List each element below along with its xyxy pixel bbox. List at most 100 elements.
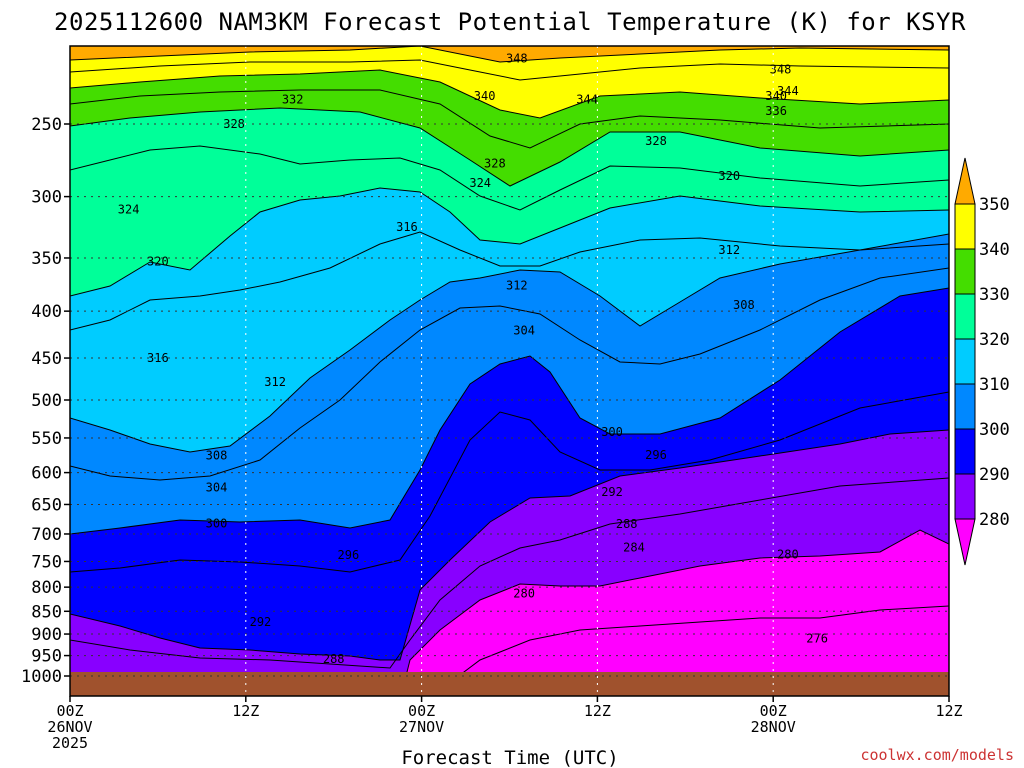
contour-line bbox=[70, 391, 949, 573]
contour-label: 340 bbox=[474, 89, 496, 103]
surface-fill-top bbox=[70, 672, 949, 696]
y-tick-label: 400 bbox=[31, 302, 62, 322]
y-tick-label: 550 bbox=[31, 429, 62, 449]
contour-label: 312 bbox=[506, 278, 528, 292]
contour-label: 288 bbox=[616, 517, 638, 531]
contour-label: 300 bbox=[206, 517, 228, 531]
contour-line bbox=[70, 69, 949, 119]
contour-line bbox=[400, 529, 949, 696]
contour-label: 344 bbox=[777, 84, 799, 98]
contour-line bbox=[70, 89, 949, 149]
y-tick-label: 750 bbox=[31, 552, 62, 572]
plot-border bbox=[69, 45, 950, 697]
contour-label: 328 bbox=[645, 134, 667, 148]
contour-line bbox=[70, 187, 949, 297]
contour-line bbox=[70, 145, 949, 211]
contour-label: 348 bbox=[770, 62, 792, 76]
contour-label: 316 bbox=[147, 351, 169, 365]
contour-label: 296 bbox=[645, 448, 667, 462]
y-tick-label: 250 bbox=[31, 115, 62, 135]
y-tick-label: 700 bbox=[31, 525, 62, 545]
colorbar-band bbox=[954, 473, 976, 520]
contour-label: 276 bbox=[806, 631, 828, 645]
colorbar-top-arrow bbox=[954, 157, 976, 205]
colorbar-band bbox=[954, 428, 976, 475]
contour-label: 292 bbox=[601, 485, 623, 499]
x-tick-label: 00Z bbox=[56, 702, 83, 720]
x-tick-label: 00Z bbox=[408, 702, 435, 720]
x-tick-label: 12Z bbox=[232, 702, 259, 720]
x-tick-label: 28NOV bbox=[751, 718, 796, 736]
contour-label: 348 bbox=[506, 51, 528, 65]
colorbar-band bbox=[954, 383, 976, 430]
contour-label: 296 bbox=[338, 548, 360, 562]
colorbar-band bbox=[954, 248, 976, 295]
contour-label: 320 bbox=[718, 169, 740, 183]
contour-label: 280 bbox=[777, 547, 799, 561]
contour-label: 344 bbox=[576, 92, 598, 106]
colorbar-tick-label: 300 bbox=[979, 420, 1010, 440]
y-tick-label: 500 bbox=[31, 391, 62, 411]
colorbar-tick-label: 350 bbox=[979, 195, 1010, 215]
x-tick-label: 2025 bbox=[52, 734, 88, 752]
y-tick-label: 450 bbox=[31, 349, 62, 369]
contour-line bbox=[70, 107, 949, 187]
contour-label: 320 bbox=[147, 254, 169, 268]
contour-fills bbox=[70, 46, 949, 696]
y-tick-label: 300 bbox=[31, 188, 62, 208]
contour-label: 324 bbox=[469, 176, 491, 190]
y-tick-label: 900 bbox=[31, 625, 62, 645]
contour-line bbox=[70, 429, 949, 661]
colorbar-tick-label: 310 bbox=[979, 375, 1010, 395]
contour-line bbox=[70, 233, 949, 453]
y-tick-label: 850 bbox=[31, 602, 62, 622]
colorbar-tick-label: 290 bbox=[979, 465, 1010, 485]
contour-line bbox=[70, 231, 949, 331]
contour-line bbox=[70, 267, 949, 481]
contour-label: 332 bbox=[282, 92, 304, 106]
contour-label: 308 bbox=[733, 298, 755, 312]
colorbar-band bbox=[954, 203, 976, 250]
colorbar-tick-label: 340 bbox=[979, 240, 1010, 260]
colorbar-band bbox=[954, 293, 976, 340]
fill-band-270 bbox=[401, 530, 949, 696]
y-tick-label: 350 bbox=[31, 249, 62, 269]
contour-label: 336 bbox=[765, 104, 787, 118]
contour-label: 288 bbox=[323, 652, 345, 666]
contour-label: 292 bbox=[250, 615, 272, 629]
x-tick-label: 27NOV bbox=[399, 718, 444, 736]
x-tick-label: 12Z bbox=[584, 702, 611, 720]
colorbar-bottom-arrow bbox=[954, 518, 976, 566]
contour-label: 312 bbox=[718, 243, 740, 257]
contour-label: 328 bbox=[484, 156, 506, 170]
contour-line bbox=[439, 605, 949, 691]
colorbar-tick-label: 320 bbox=[979, 330, 1010, 350]
chart-title: 2025112600 NAM3KM Forecast Potential Tem… bbox=[54, 8, 966, 36]
credit-text: coolwx.com/models bbox=[860, 746, 1014, 764]
contour-lines bbox=[70, 46, 949, 696]
y-tick-label: 1000 bbox=[21, 667, 62, 687]
contour-label: 304 bbox=[513, 324, 535, 338]
x-tick-label: 26NOV bbox=[47, 718, 92, 736]
contour-label: 300 bbox=[601, 425, 623, 439]
contour-label: 316 bbox=[396, 220, 418, 234]
contour-label: 328 bbox=[223, 117, 245, 131]
y-tick-label: 800 bbox=[31, 578, 62, 598]
contour-label: 324 bbox=[118, 203, 140, 217]
x-axis-label: Forecast Time (UTC) bbox=[401, 747, 618, 768]
contour-label: 284 bbox=[623, 540, 645, 554]
contour-line bbox=[70, 477, 949, 669]
colorbar-band bbox=[954, 338, 976, 385]
contour-line bbox=[70, 46, 949, 63]
contour-label: 352 bbox=[499, 34, 521, 48]
contour-label: 304 bbox=[206, 481, 228, 495]
contour-line bbox=[70, 59, 949, 81]
y-axis: 250 300 350 400 450 500 550 600 650 700 750 800 850 9… bbox=[21, 115, 70, 687]
colorbar: 350 340 330 320 310 300 290 280 bbox=[954, 157, 1010, 566]
contour-label: 340 bbox=[765, 89, 787, 103]
contour-line bbox=[70, 287, 949, 535]
contour-label: 280 bbox=[513, 587, 535, 601]
